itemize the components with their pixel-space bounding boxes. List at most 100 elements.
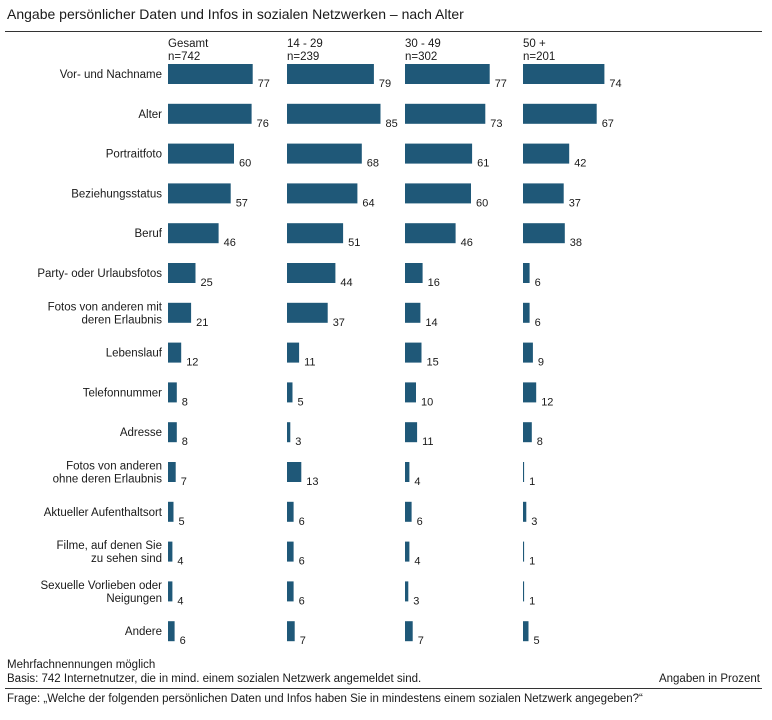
value-label-1-1: 85 (386, 118, 398, 130)
series-header-0: Gesamt (168, 38, 209, 50)
bar-1-2 (287, 143, 362, 164)
bar-1-6 (287, 302, 328, 323)
value-label-1-9: 3 (295, 436, 301, 448)
bar-1-8 (287, 382, 293, 403)
value-label-1-10: 13 (306, 476, 318, 488)
bar-0-2 (168, 143, 234, 164)
series-header-2: 30 - 49 (405, 38, 441, 50)
bar-2-9 (405, 422, 418, 443)
value-label-2-4: 46 (461, 237, 473, 249)
value-label-2-14: 7 (418, 635, 424, 647)
bar-1-4 (287, 223, 344, 244)
bar-0-7 (168, 342, 182, 363)
value-label-1-11: 6 (299, 516, 305, 528)
value-label-1-5: 44 (340, 277, 352, 289)
value-label-0-12: 4 (177, 556, 183, 568)
series-header-1: 14 - 29 (287, 38, 323, 50)
bar-2-7 (405, 342, 422, 363)
value-label-1-12: 6 (299, 556, 305, 568)
value-label-3-12: 1 (529, 556, 535, 568)
bar-3-6 (523, 302, 530, 323)
category-label-6-line1: deren Erlaubnis (81, 314, 162, 326)
category-label-12-line0: Filme, auf denen Sie (57, 540, 162, 552)
value-label-0-14: 6 (180, 635, 186, 647)
bar-0-8 (168, 382, 177, 403)
bar-3-5 (523, 263, 530, 283)
bar-3-2 (523, 143, 570, 164)
value-label-1-8: 5 (298, 396, 304, 408)
value-label-0-1: 76 (257, 118, 269, 130)
chart-title: Angabe persönlicher Daten und Infos in s… (7, 6, 464, 22)
value-label-1-4: 51 (348, 237, 360, 249)
bar-1-14 (287, 621, 295, 642)
value-label-0-7: 12 (186, 357, 198, 369)
category-label-11: Aktueller Aufenthaltsort (44, 507, 163, 519)
bar-0-5 (168, 263, 196, 283)
bar-3-8 (523, 382, 537, 403)
bar-0-6 (168, 302, 192, 323)
category-label-7: Lebenslauf (106, 348, 163, 360)
value-label-2-3: 60 (476, 197, 488, 209)
bar-2-5 (405, 263, 423, 283)
value-label-0-11: 5 (179, 516, 185, 528)
value-label-0-10: 7 (181, 476, 187, 488)
bar-2-2 (405, 143, 473, 164)
value-label-3-11: 3 (531, 516, 537, 528)
bar-1-5 (287, 263, 336, 283)
bar-0-11 (168, 501, 174, 522)
category-label-14: Andere (125, 626, 162, 638)
value-label-1-7: 11 (304, 357, 315, 369)
bar-1-13 (287, 581, 294, 602)
bar-2-3 (405, 183, 471, 204)
value-label-3-6: 6 (535, 317, 541, 329)
bar-3-9 (523, 422, 532, 443)
value-label-2-11: 6 (417, 516, 423, 528)
series-n-1: n=239 (287, 51, 319, 63)
bar-3-1 (523, 103, 597, 124)
category-label-1: Alter (138, 109, 162, 121)
value-label-0-6: 21 (196, 317, 208, 329)
category-label-12-line1: zu sehen sind (91, 553, 162, 565)
value-label-1-14: 7 (300, 635, 306, 647)
footnote-question: Frage: „Welche der folgenden persönliche… (7, 693, 643, 705)
value-label-0-3: 57 (236, 197, 248, 209)
bar-2-13 (405, 581, 409, 602)
value-label-3-14: 5 (534, 635, 540, 647)
bar-3-4 (523, 223, 565, 244)
bar-2-11 (405, 501, 412, 522)
bar-2-1 (405, 103, 486, 124)
bar-0-13 (168, 581, 173, 602)
value-label-3-3: 37 (569, 197, 581, 209)
bar-2-6 (405, 302, 421, 323)
bar-1-3 (287, 183, 358, 204)
bar-1-0 (287, 64, 374, 84)
value-label-3-4: 38 (570, 237, 582, 249)
bar-0-14 (168, 621, 175, 642)
bar-2-8 (405, 382, 416, 403)
bar-3-11 (523, 501, 527, 522)
value-label-3-7: 9 (538, 357, 544, 369)
bar-0-0 (168, 64, 253, 84)
footnote-unit: Angaben in Prozent (658, 673, 760, 685)
value-label-2-5: 16 (428, 277, 440, 289)
category-label-8: Telefonnummer (83, 387, 162, 399)
category-label-3: Beziehungsstatus (71, 188, 162, 200)
bar-1-7 (287, 342, 300, 363)
series-n-3: n=201 (523, 51, 555, 63)
category-label-4: Beruf (135, 228, 163, 240)
value-label-0-0: 77 (258, 78, 270, 90)
bar-1-11 (287, 501, 294, 522)
category-label-10-line1: ohne deren Erlaubnis (53, 474, 163, 486)
value-label-2-2: 61 (477, 158, 489, 170)
value-label-3-13: 1 (529, 595, 535, 607)
value-label-1-13: 6 (299, 595, 305, 607)
bar-0-12 (168, 541, 173, 562)
series-header-3: 50 + (523, 38, 546, 50)
value-label-3-5: 6 (535, 277, 541, 289)
category-label-0: Vor- und Nachname (60, 69, 162, 81)
bar-1-1 (287, 103, 381, 124)
bar-1-9 (287, 422, 291, 443)
value-label-2-9: 11 (422, 436, 433, 448)
bar-3-7 (523, 342, 533, 363)
